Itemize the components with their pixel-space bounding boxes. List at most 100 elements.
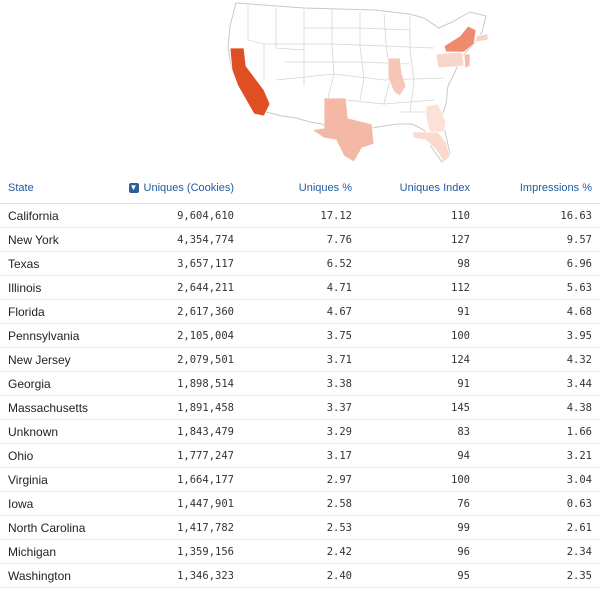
- impressions-pct-cell: 3.21: [482, 443, 600, 468]
- uniques-pct-cell: 3.71: [242, 347, 362, 372]
- state-cell: New Jersey: [0, 347, 110, 372]
- table-row[interactable]: Texas 3,657,117 6.52 98 6.96: [0, 251, 600, 276]
- state-pennsylvania[interactable]: [435, 51, 465, 69]
- uniques-pct-cell: 4.67: [242, 299, 362, 324]
- state-illinois[interactable]: [387, 57, 407, 97]
- impressions-pct-cell: 2.61: [482, 515, 600, 540]
- table-row[interactable]: New Jersey 2,079,501 3.71 124 4.32: [0, 347, 600, 372]
- uniques-pct-cell: 17.12: [242, 203, 362, 228]
- impressions-pct-column-header[interactable]: Impressions %: [482, 173, 600, 204]
- table-body: California 9,604,610 17.12 110 16.63 New York…: [0, 203, 600, 588]
- impressions-pct-cell: 0.63: [482, 491, 600, 516]
- impressions-pct-cell: 4.38: [482, 395, 600, 420]
- uniques-pct-cell: 3.38: [242, 371, 362, 396]
- state-new-jersey[interactable]: [463, 53, 471, 69]
- impressions-pct-cell: 2.35: [482, 563, 600, 588]
- uniques-pct-cell: 2.97: [242, 467, 362, 492]
- state-cell: North Carolina: [0, 515, 110, 540]
- us-map-svg: [227, 2, 489, 163]
- uniques-pct-cell: 7.76: [242, 227, 362, 252]
- state-georgia[interactable]: [425, 103, 447, 133]
- table-row[interactable]: Massachusetts 1,891,458 3.37 145 4.38: [0, 395, 600, 420]
- table-row[interactable]: Washington 1,346,323 2.40 95 2.35: [0, 563, 600, 588]
- uniques-pct-cell: 2.53: [242, 515, 362, 540]
- impressions-pct-cell: 1.66: [482, 419, 600, 444]
- table-row[interactable]: New York 4,354,774 7.76 127 9.57: [0, 227, 600, 252]
- uniques-pct-cell: 3.29: [242, 419, 362, 444]
- uniques-cell: 2,079,501: [110, 347, 242, 372]
- uniques-index-cell: 145: [362, 395, 482, 420]
- impressions-pct-cell: 3.04: [482, 467, 600, 492]
- uniques-index-cell: 110: [362, 203, 482, 228]
- state-cell: Washington: [0, 563, 110, 588]
- uniques-cell: 1,898,514: [110, 371, 242, 396]
- uniques-pct-cell: 2.42: [242, 539, 362, 564]
- uniques-pct-cell: 2.58: [242, 491, 362, 516]
- table-row[interactable]: Virginia 1,664,177 2.97 100 3.04: [0, 467, 600, 492]
- impressions-pct-cell: 4.68: [482, 299, 600, 324]
- state-column-header[interactable]: State: [0, 173, 110, 204]
- uniques-pct-cell: 3.37: [242, 395, 362, 420]
- table-row[interactable]: Pennsylvania 2,105,004 3.75 100 3.95: [0, 323, 600, 348]
- impressions-pct-cell: 9.57: [482, 227, 600, 252]
- uniques-index-cell: 100: [362, 323, 482, 348]
- state-new-york[interactable]: [443, 25, 477, 53]
- state-cell: Iowa: [0, 491, 110, 516]
- table-row[interactable]: Georgia 1,898,514 3.38 91 3.44: [0, 371, 600, 396]
- uniques-index-cell: 112: [362, 275, 482, 300]
- uniques-cell: 9,604,610: [110, 203, 242, 228]
- table-row[interactable]: Illinois 2,644,211 4.71 112 5.63: [0, 275, 600, 300]
- table-row[interactable]: North Carolina 1,417,782 2.53 99 2.61: [0, 515, 600, 540]
- uniques-cell: 1,447,901: [110, 491, 242, 516]
- state-cell: Florida: [0, 299, 110, 324]
- table-row[interactable]: Ohio 1,777,247 3.17 94 3.21: [0, 443, 600, 468]
- uniques-cell: 2,617,360: [110, 299, 242, 324]
- uniques-cell: 1,843,479: [110, 419, 242, 444]
- state-texas[interactable]: [310, 97, 375, 163]
- uniques-index-cell: 99: [362, 515, 482, 540]
- uniques-index-column-header[interactable]: Uniques Index: [362, 173, 482, 204]
- state-cell: New York: [0, 227, 110, 252]
- state-florida[interactable]: [411, 131, 451, 163]
- impressions-pct-cell: 3.95: [482, 323, 600, 348]
- states-table: State ▼ Uniques (Cookies) Uniques % Uniqu…: [0, 173, 600, 588]
- table-row[interactable]: Florida 2,617,360 4.67 91 4.68: [0, 299, 600, 324]
- state-cell: Illinois: [0, 275, 110, 300]
- state-cell: Ohio: [0, 443, 110, 468]
- uniques-index-cell: 100: [362, 467, 482, 492]
- uniques-index-cell: 83: [362, 419, 482, 444]
- state-cell: Massachusetts: [0, 395, 110, 420]
- table-row[interactable]: Michigan 1,359,156 2.42 96 2.34: [0, 539, 600, 564]
- state-california[interactable]: [229, 47, 271, 117]
- uniques-index-cell: 91: [362, 299, 482, 324]
- uniques-index-cell: 98: [362, 251, 482, 276]
- state-cell: Unknown: [0, 419, 110, 444]
- uniques-index-cell: 96: [362, 539, 482, 564]
- uniques-pct-cell: 6.52: [242, 251, 362, 276]
- state-massachusetts[interactable]: [475, 33, 489, 43]
- table-row[interactable]: Unknown 1,843,479 3.29 83 1.66: [0, 419, 600, 444]
- uniques-cell: 1,891,458: [110, 395, 242, 420]
- uniques-cell: 1,664,177: [110, 467, 242, 492]
- uniques-column-header[interactable]: ▼ Uniques (Cookies): [110, 173, 242, 204]
- state-cell: California: [0, 203, 110, 228]
- uniques-cell: 2,644,211: [110, 275, 242, 300]
- uniques-pct-column-header[interactable]: Uniques %: [242, 173, 362, 204]
- table-row[interactable]: California 9,604,610 17.12 110 16.63: [0, 203, 600, 228]
- uniques-cell: 1,777,247: [110, 443, 242, 468]
- uniques-pct-cell: 3.75: [242, 323, 362, 348]
- impressions-pct-cell: 16.63: [482, 203, 600, 228]
- state-cell: Pennsylvania: [0, 323, 110, 348]
- uniques-header-label: Uniques (Cookies): [143, 182, 234, 194]
- table-row[interactable]: Iowa 1,447,901 2.58 76 0.63: [0, 491, 600, 516]
- table-header-row: State ▼ Uniques (Cookies) Uniques % Uniqu…: [0, 173, 600, 204]
- uniques-cell: 1,359,156: [110, 539, 242, 564]
- uniques-index-cell: 94: [362, 443, 482, 468]
- uniques-pct-cell: 3.17: [242, 443, 362, 468]
- us-states-map[interactable]: [224, 0, 496, 168]
- impressions-pct-cell: 5.63: [482, 275, 600, 300]
- sort-desc-icon[interactable]: ▼: [128, 183, 139, 194]
- uniques-cell: 2,105,004: [110, 323, 242, 348]
- uniques-index-cell: 76: [362, 491, 482, 516]
- uniques-index-cell: 124: [362, 347, 482, 372]
